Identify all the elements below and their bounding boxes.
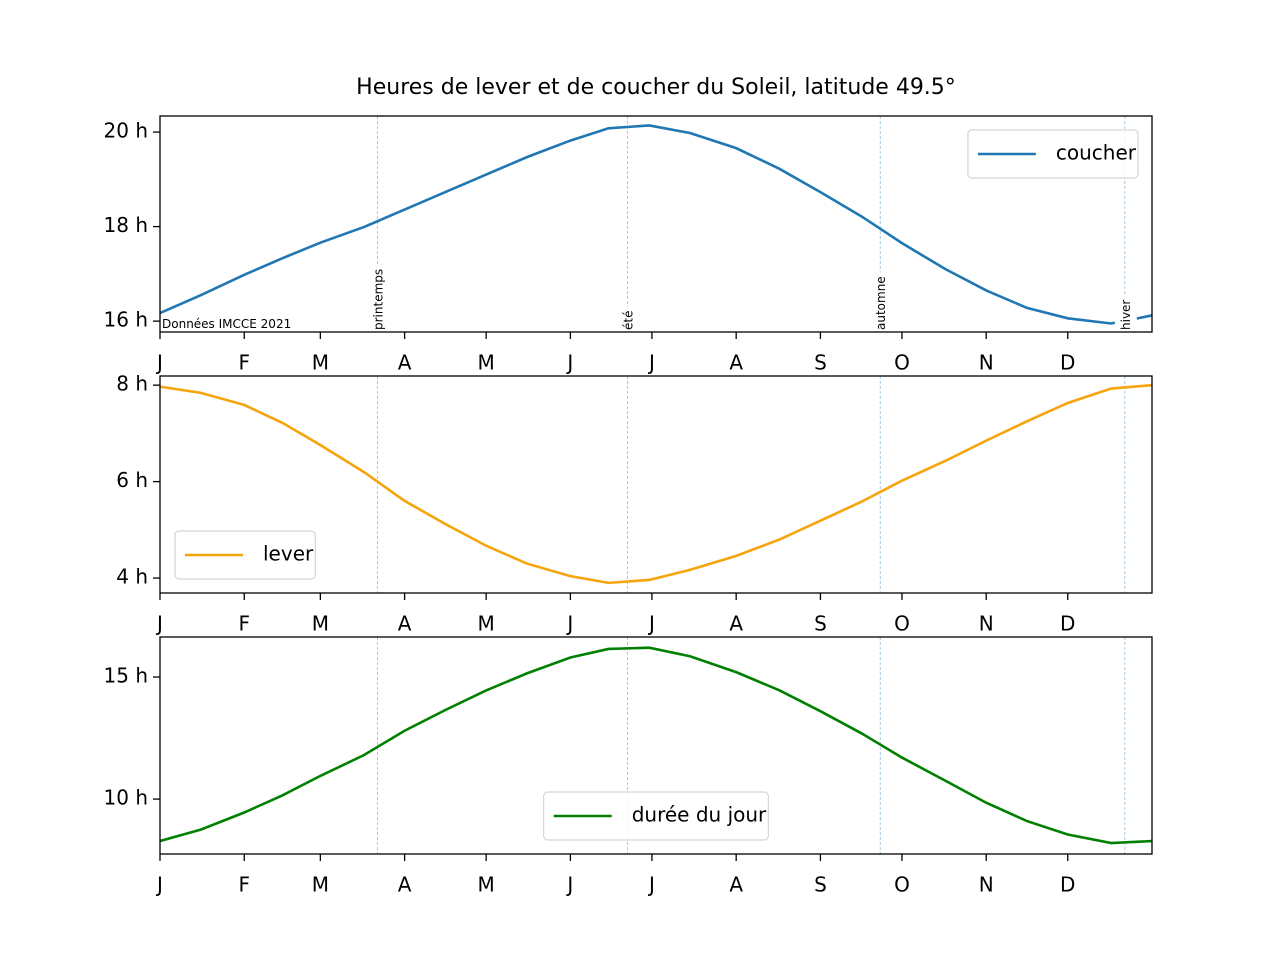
y-tick-label: 10 h [104,786,148,810]
x-tick-label: M [312,873,329,897]
x-tick-label: N [979,873,994,897]
y-tick-label: 15 h [104,664,148,688]
x-tick-label: J [647,612,655,636]
subplot: printemps été automne hiver 16 h 18 h 20 h J F M A… [104,115,1153,375]
season-label-group: été [617,306,640,334]
x-tick-label: M [478,873,495,897]
season-label-box [870,272,893,334]
x-tick-label: A [398,351,412,375]
y-tick-label: 20 h [104,119,148,143]
axes-frame [159,636,1153,855]
x-tick-label: A [729,612,743,636]
x-tick-label: M [312,612,329,636]
x-tick-label: J [155,873,163,897]
y-tick-label: 16 h [104,308,148,332]
legend-box [174,530,316,580]
x-tick-label: M [478,612,495,636]
chart-title: Heures de lever et de coucher du Soleil,… [356,75,956,100]
season-label-group: automne [870,272,893,334]
x-tick-label: O [894,612,910,636]
x-tick-label: N [979,351,994,375]
legend-label: lever [263,542,314,566]
x-tick-label: F [238,351,250,375]
season-label-group: printemps [367,264,390,334]
axes-frame [159,115,1153,333]
x-tick-label: J [565,612,573,636]
x-tick-label: A [398,612,412,636]
x-tick-label: S [814,351,827,375]
legend-box [967,129,1139,179]
legend-label: coucher [1056,141,1137,165]
season-label-box [617,306,640,334]
x-tick-label: M [478,351,495,375]
x-tick-label: D [1060,612,1075,636]
x-tick-label: A [729,873,743,897]
x-tick-label: A [729,351,743,375]
y-tick-label: 4 h [116,565,148,589]
x-tick-label: D [1060,351,1075,375]
series-line [159,383,1153,585]
x-tick-label: J [647,351,655,375]
x-tick-label: A [398,873,412,897]
x-tick-label: F [238,873,250,897]
season-label: hiver [1119,300,1133,330]
legend: durée du jour [543,791,769,841]
x-tick-label: O [894,351,910,375]
x-tick-label: D [1060,873,1075,897]
axes-frame [159,375,1153,594]
season-label-box [367,264,390,334]
x-tick-label: S [814,612,827,636]
legend-box [543,791,769,841]
x-tick-label: J [565,351,573,375]
season-label: été [621,311,635,330]
x-tick-label: J [155,612,163,636]
y-tick-label: 6 h [116,468,148,492]
x-tick-label: J [647,873,655,897]
x-tick-label: M [312,351,329,375]
series-line [159,646,1153,845]
season-label-box [1114,295,1137,334]
season-label: automne [874,276,888,330]
y-tick-label: 18 h [104,213,148,237]
legend: lever [174,530,316,580]
annotation: Données IMCCE 2021 [162,317,291,331]
x-tick-label: F [238,612,250,636]
season-label: printemps [371,269,385,330]
legend: coucher [967,129,1139,179]
x-tick-label: J [565,873,573,897]
series-line [159,124,1153,325]
x-tick-label: S [814,873,827,897]
x-tick-label: N [979,612,994,636]
x-tick-label: O [894,873,910,897]
season-label-group: hiver [1114,295,1137,334]
y-tick-label: 8 h [116,372,148,396]
legend-label: durée du jour [632,803,767,827]
x-tick-label: J [155,351,163,375]
